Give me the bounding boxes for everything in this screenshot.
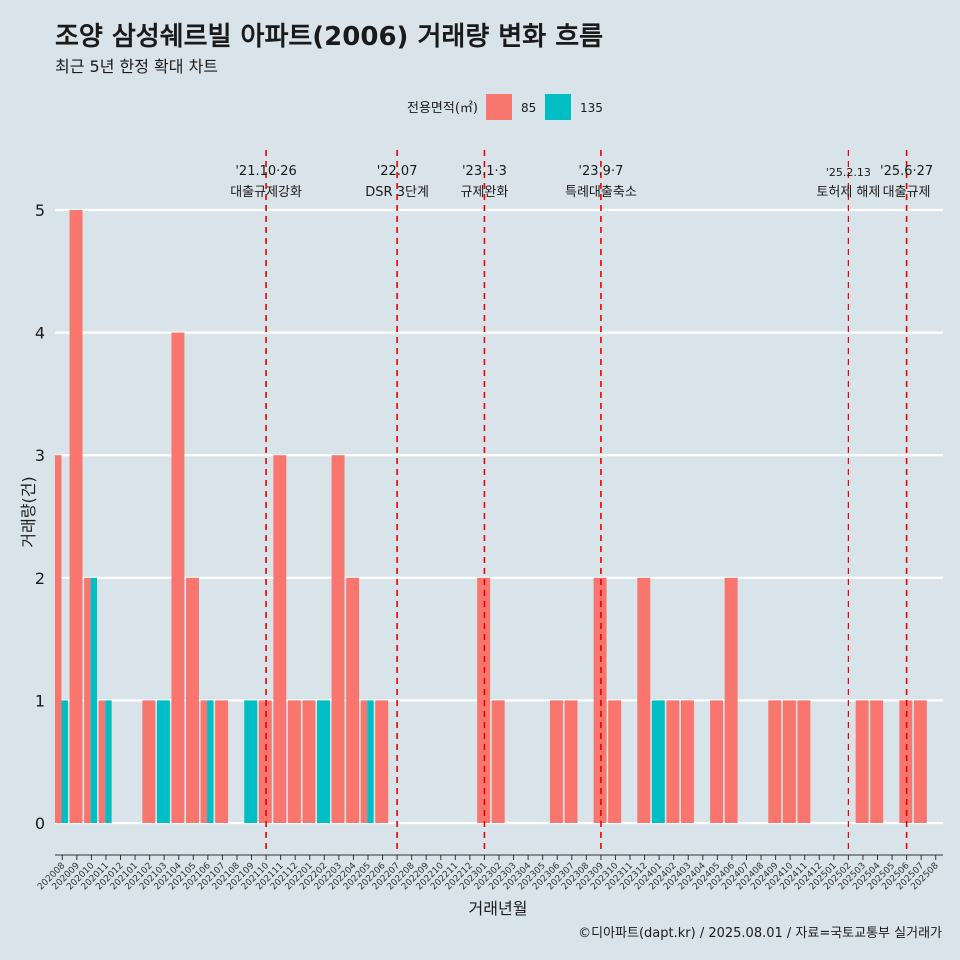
bar-85 bbox=[870, 700, 884, 823]
legend-label-135: 135 bbox=[580, 101, 603, 115]
bar-85 bbox=[200, 700, 208, 823]
y-tick-label: 2 bbox=[35, 569, 45, 588]
chart-subtitle: 최근 5년 한정 확대 차트 bbox=[55, 57, 219, 76]
event-name-label: 규제완화 bbox=[461, 185, 509, 200]
event-date-label: '25.2.13 bbox=[826, 166, 871, 179]
bar-85 bbox=[549, 700, 563, 823]
event-date-label: '23.1·3 bbox=[462, 164, 507, 179]
bar-85 bbox=[797, 700, 811, 823]
bar-85 bbox=[899, 700, 913, 823]
bar-85 bbox=[69, 210, 83, 823]
legend-title: 전용면적(㎡) bbox=[407, 101, 478, 116]
event-name-label: 토허제 해제 bbox=[816, 185, 880, 200]
bar-85 bbox=[302, 700, 316, 823]
bar-85 bbox=[855, 700, 869, 823]
legend-label-85: 85 bbox=[521, 101, 536, 115]
x-axis-label: 거래년월 bbox=[469, 899, 528, 918]
bar-85 bbox=[186, 577, 199, 823]
y-tick-label: 1 bbox=[35, 691, 45, 710]
event-date-label: '22.07 bbox=[377, 164, 418, 179]
event-date-label: '23.9·7 bbox=[578, 164, 623, 179]
bar-135 bbox=[367, 700, 374, 823]
bar-85 bbox=[331, 455, 345, 823]
bar-85 bbox=[564, 700, 578, 823]
chart-title: 조양 삼성쉐르빌 아파트(2006) 거래량 변화 흐름 bbox=[55, 22, 604, 52]
bar-135 bbox=[317, 700, 330, 823]
bar-85 bbox=[258, 700, 272, 823]
bar-85 bbox=[346, 577, 360, 823]
bar-85 bbox=[666, 700, 680, 823]
bar-135 bbox=[244, 700, 258, 823]
bar-85 bbox=[273, 455, 287, 823]
bar-85 bbox=[287, 700, 301, 823]
bar-135 bbox=[61, 700, 68, 823]
event-name-label: 대출규제 bbox=[883, 185, 931, 200]
bar-85 bbox=[98, 700, 106, 823]
bar-135 bbox=[90, 577, 98, 823]
bar-85 bbox=[142, 700, 156, 823]
bar-135 bbox=[651, 700, 665, 823]
bar-85 bbox=[608, 700, 622, 823]
bar-85 bbox=[55, 455, 62, 823]
bar-135 bbox=[156, 700, 170, 823]
bar-85 bbox=[215, 700, 229, 823]
y-tick-label: 4 bbox=[35, 324, 45, 343]
y-tick-label: 5 bbox=[35, 201, 45, 220]
bar-85 bbox=[680, 700, 694, 823]
bar-85 bbox=[84, 577, 91, 823]
event-date-label: '21.10·26 bbox=[235, 164, 296, 179]
bar-85 bbox=[724, 577, 738, 823]
bar-85 bbox=[710, 700, 724, 823]
bar-135 bbox=[207, 700, 214, 823]
legend-swatch-135 bbox=[545, 94, 571, 120]
bar-85 bbox=[491, 700, 505, 823]
y-axis-label: 거래량(건) bbox=[19, 476, 38, 547]
y-tick-label: 0 bbox=[35, 814, 45, 833]
event-name-label: DSR 3단계 bbox=[365, 185, 429, 200]
event-name-label: 대출규제강화 bbox=[230, 185, 302, 200]
bar-85 bbox=[913, 700, 927, 823]
bar-85 bbox=[360, 700, 368, 823]
bar-85 bbox=[171, 332, 185, 823]
y-tick-label: 3 bbox=[35, 446, 45, 465]
bar-85 bbox=[637, 577, 651, 823]
source-caption: ©디아파트(dapt.kr) / 2025.08.01 / 자료=국토교통부 실… bbox=[578, 926, 942, 941]
bar-85 bbox=[768, 700, 782, 823]
bar-85 bbox=[375, 700, 389, 823]
event-date-label: '25.6·27 bbox=[880, 164, 933, 179]
bar-85 bbox=[782, 700, 796, 823]
event-name-label: 특례대출축소 bbox=[565, 185, 637, 200]
legend-swatch-85 bbox=[486, 94, 512, 120]
bar-135 bbox=[105, 700, 112, 823]
